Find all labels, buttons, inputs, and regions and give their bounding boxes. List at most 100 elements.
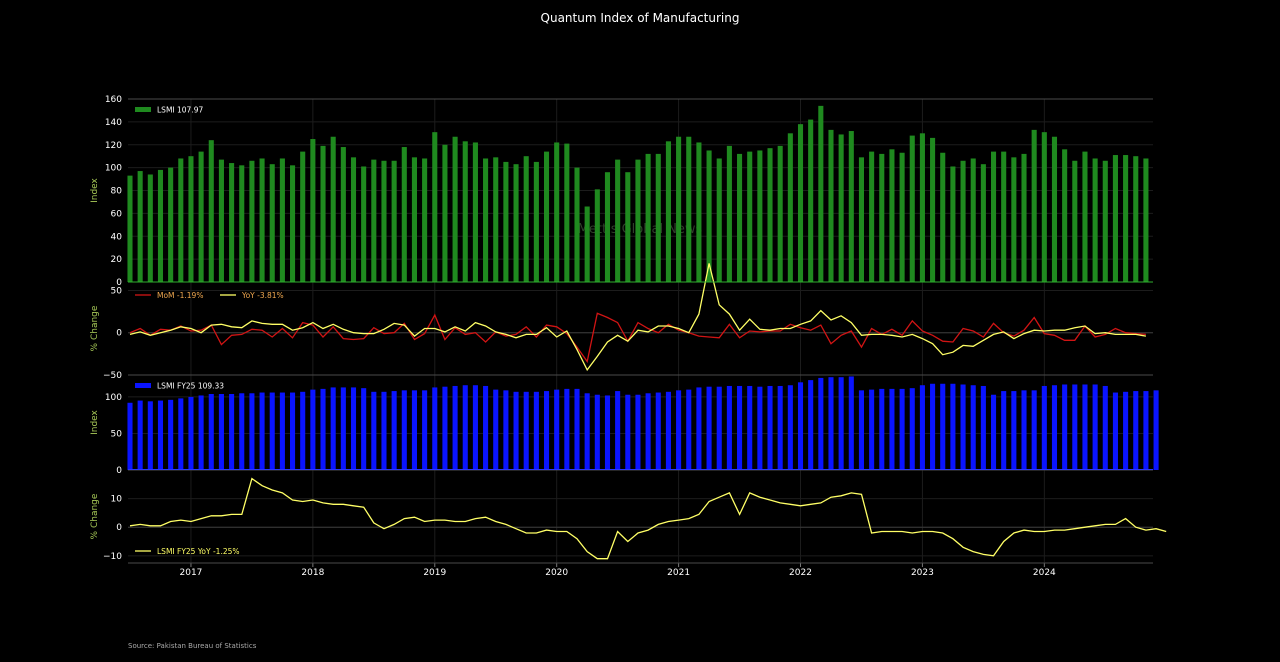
- bar: [919, 133, 925, 282]
- y-tick-label: 0: [116, 466, 122, 476]
- bar: [777, 385, 783, 470]
- y-tick-label: 0: [116, 523, 122, 533]
- bar: [1143, 158, 1149, 282]
- bar: [1153, 390, 1159, 470]
- bar: [716, 158, 722, 282]
- legend-label: LSMI FY25 YoY -1.25%: [157, 547, 240, 556]
- bar: [361, 166, 367, 282]
- x-tick-label: 2021: [667, 568, 690, 578]
- bar: [869, 389, 875, 470]
- bar: [726, 385, 732, 470]
- bar: [361, 388, 367, 470]
- bar: [1051, 136, 1058, 282]
- bar: [696, 142, 702, 282]
- bar: [1133, 156, 1139, 282]
- bar: [594, 189, 600, 282]
- bar: [930, 137, 936, 282]
- bar: [391, 391, 397, 470]
- bar: [269, 392, 275, 470]
- bar: [472, 385, 478, 470]
- bar: [533, 391, 539, 470]
- bar: [350, 157, 357, 282]
- bar: [411, 157, 417, 282]
- bar: [757, 150, 763, 282]
- legend-label: YoY -3.81%: [241, 291, 284, 300]
- bar: [371, 391, 377, 470]
- bar: [442, 386, 448, 470]
- bar: [726, 145, 732, 282]
- bar: [574, 388, 580, 470]
- bar: [909, 388, 915, 470]
- bar: [543, 391, 550, 470]
- bar: [1011, 157, 1017, 282]
- bar: [462, 141, 468, 282]
- bar: [635, 159, 641, 282]
- bar: [259, 158, 265, 282]
- bar: [706, 386, 712, 470]
- bar: [1072, 160, 1078, 282]
- bar: [737, 153, 743, 282]
- bar: [310, 389, 316, 470]
- bar: [716, 386, 722, 470]
- bar: [1112, 155, 1118, 282]
- bar: [249, 393, 255, 470]
- bar: [858, 390, 865, 470]
- bar: [1001, 391, 1007, 470]
- bar: [838, 134, 844, 282]
- bar: [300, 391, 306, 470]
- bar: [290, 392, 296, 470]
- bar: [889, 388, 895, 470]
- bar: [950, 166, 956, 282]
- bar: [432, 387, 438, 470]
- bar: [483, 385, 489, 470]
- y-tick-label: 100: [105, 164, 122, 174]
- bar: [1062, 149, 1068, 282]
- bar: [747, 151, 753, 282]
- bar: [340, 147, 346, 282]
- bar: [1051, 385, 1058, 470]
- bar: [879, 153, 885, 282]
- x-tick-label: 2019: [423, 568, 446, 578]
- bar: [127, 175, 133, 282]
- bar: [665, 391, 671, 470]
- bar: [178, 398, 184, 470]
- bar: [147, 174, 153, 282]
- bar: [188, 396, 194, 470]
- bar: [229, 394, 235, 470]
- bar: [940, 152, 946, 282]
- bar: [239, 393, 245, 470]
- bar: [462, 385, 468, 470]
- bar: [970, 385, 976, 470]
- bar: [513, 164, 519, 282]
- bar: [848, 376, 854, 470]
- bar: [533, 161, 539, 282]
- bar: [879, 388, 885, 470]
- x-tick-label: 2018: [301, 568, 324, 578]
- bar: [320, 145, 326, 282]
- bar: [147, 401, 153, 470]
- bar: [686, 136, 692, 282]
- y-tick-label: 50: [111, 286, 123, 296]
- bar: [1031, 129, 1037, 282]
- x-tick-label: 2024: [1033, 568, 1056, 578]
- bar: [554, 389, 560, 470]
- bar: [980, 385, 986, 470]
- y-tick-label: 20: [111, 255, 123, 265]
- bar: [391, 160, 397, 282]
- y-tick-label: 0: [116, 278, 122, 288]
- bar: [523, 156, 529, 282]
- bar: [1082, 384, 1088, 470]
- bar: [554, 142, 560, 282]
- bar: [676, 136, 682, 282]
- bar: [584, 393, 590, 470]
- x-tick-label: 2017: [180, 568, 203, 578]
- bar: [858, 157, 865, 282]
- bar: [401, 390, 407, 470]
- bar: [208, 140, 214, 282]
- y-tick-label: 100: [105, 393, 122, 403]
- y-axis-label: Index: [90, 177, 100, 202]
- bar: [1123, 391, 1129, 470]
- bar: [899, 388, 905, 470]
- bar: [168, 167, 174, 282]
- bar: [340, 387, 346, 470]
